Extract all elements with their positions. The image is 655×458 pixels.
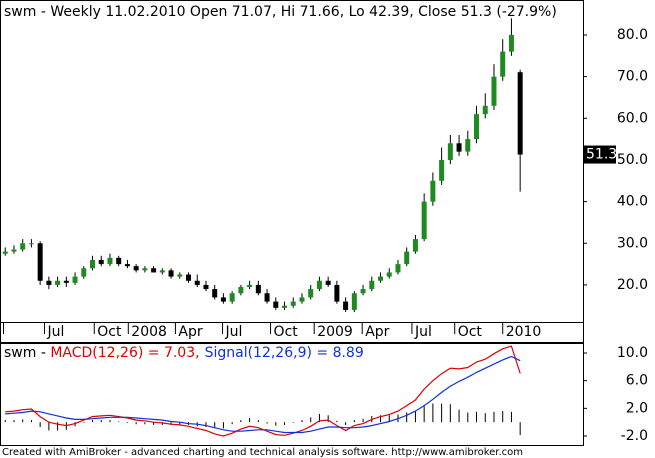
x-tick-label: Jul	[414, 324, 432, 340]
candle-body	[151, 268, 157, 273]
candle-body	[343, 301, 349, 310]
y-tick-label: 70.0	[617, 69, 648, 85]
candle-body	[133, 266, 139, 271]
candle-body	[264, 293, 270, 302]
x-tick-label: Oct	[274, 324, 299, 340]
candle-body	[55, 280, 61, 285]
candle-body	[107, 257, 113, 265]
candle-body	[177, 274, 183, 277]
y-tick-label: 20.0	[617, 277, 648, 293]
x-tick-label: Apr	[178, 324, 202, 340]
y-tick-label: 60.0	[617, 110, 648, 126]
candle-body	[491, 76, 497, 106]
candle-body	[2, 251, 8, 254]
candle-body	[360, 289, 366, 294]
candle-body	[299, 297, 305, 302]
macd-line	[5, 355, 521, 434]
candle-body	[482, 105, 488, 115]
candle-body	[517, 72, 523, 155]
candle-body	[37, 243, 43, 281]
y-tick-label: 6.0	[626, 373, 648, 389]
legend-entry: Signal(12,26,9) = 8.89	[205, 345, 364, 361]
y-tick-label: 10.0	[617, 345, 648, 361]
candle-body	[447, 143, 453, 160]
candle-body	[369, 280, 375, 290]
last-price-label: 51.3	[586, 147, 617, 163]
y-tick-label: -2.0	[621, 428, 648, 444]
y-tick-label: 50.0	[617, 152, 648, 168]
candle-body	[474, 114, 480, 140]
candle-body	[116, 257, 122, 265]
candle-body	[308, 289, 314, 298]
macd-panel	[0, 343, 584, 446]
candle-body	[282, 305, 288, 308]
candle-body	[316, 280, 322, 290]
legend: swm - MACD(12,26) = 7.03, Signal(12,26,9)…	[4, 345, 364, 361]
candle-body	[273, 301, 279, 308]
candle-body	[168, 270, 174, 277]
y-tick-label: 30.0	[617, 235, 648, 251]
x-tick-label: Oct	[458, 324, 483, 340]
candle-body	[20, 243, 26, 250]
candle-body	[500, 51, 506, 77]
candle-body	[508, 34, 514, 52]
x-tick-label: 2009	[317, 324, 353, 340]
candle-body	[404, 251, 410, 265]
candle-body	[334, 284, 340, 302]
date-strip	[0, 322, 584, 343]
candle-body	[439, 159, 445, 181]
candle-body	[142, 268, 148, 271]
candle-body	[90, 259, 96, 269]
chart-title: swm - Weekly 11.02.2010 Open 71.07, Hi 7…	[4, 4, 557, 20]
candle-body	[28, 243, 34, 245]
candle-body	[247, 284, 253, 288]
legend-entry: MACD(12,26) = 7.03,	[50, 345, 199, 361]
footer: Created with AmiBroker - advanced charti…	[2, 447, 523, 458]
y-tick-label: 80.0	[617, 27, 648, 43]
last-price-box	[584, 145, 616, 164]
candle-body	[412, 239, 418, 252]
y-tick-label: 40.0	[617, 194, 648, 210]
candle-body	[72, 276, 78, 283]
x-tick-label: Oct	[97, 324, 122, 340]
candle-body	[46, 280, 52, 285]
candle-body	[212, 289, 218, 298]
candles	[2, 18, 523, 313]
y-tick-label: 2.0	[626, 400, 648, 416]
candle-body	[325, 280, 331, 285]
candle-body	[430, 180, 436, 202]
candle-body	[63, 280, 69, 283]
candle-body	[290, 301, 296, 306]
candle-body	[229, 293, 235, 302]
candle-body	[456, 143, 462, 152]
candle-body	[220, 297, 226, 302]
x-tick-label: 2010	[506, 324, 542, 340]
candle-body	[194, 280, 200, 285]
candle-body	[81, 268, 87, 277]
candle-body	[395, 264, 401, 273]
x-tick-label: 2008	[131, 324, 167, 340]
legend-entry: swm -	[4, 345, 50, 361]
candle-body	[203, 284, 209, 290]
candle-body	[159, 270, 165, 273]
price-panel	[0, 0, 584, 323]
candle-body	[465, 139, 471, 152]
candle-body	[124, 264, 130, 267]
candle-body	[98, 259, 104, 265]
candle-body	[186, 274, 192, 281]
candle-body	[255, 284, 261, 294]
x-tick-label: Jul	[47, 324, 65, 340]
candle-body	[11, 249, 17, 252]
x-tick-label: Apr	[365, 324, 389, 340]
x-tick-label: Jul	[225, 324, 243, 340]
candle-body	[378, 276, 384, 281]
candle-body	[386, 272, 392, 277]
candle-body	[351, 293, 357, 310]
candle-body	[421, 201, 427, 240]
candle-body	[238, 287, 244, 294]
